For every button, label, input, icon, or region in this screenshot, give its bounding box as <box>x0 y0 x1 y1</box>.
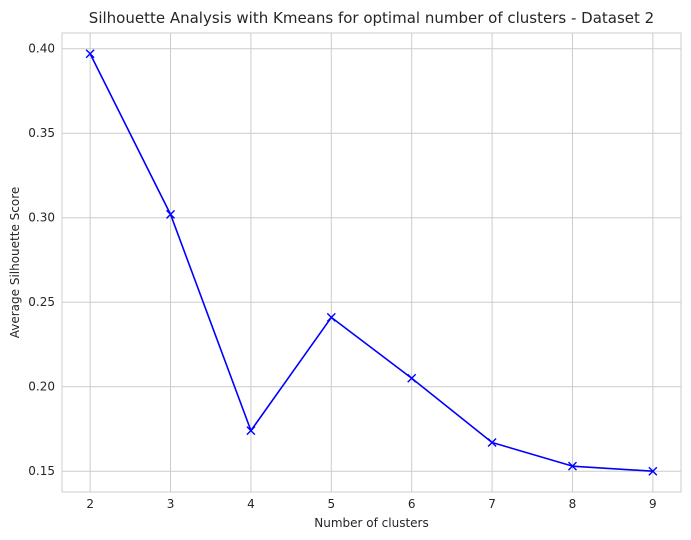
y-tick-label: 0.20 <box>28 380 55 394</box>
y-tick-label: 0.25 <box>28 295 55 309</box>
x-tick-label: 4 <box>247 497 255 511</box>
x-tick-labels: 2 3 4 5 6 7 8 9 <box>86 497 656 511</box>
data-point-marker <box>246 426 256 436</box>
data-point-marker <box>487 437 497 447</box>
x-tick-label: 9 <box>649 497 657 511</box>
x-tick-label: 8 <box>569 497 577 511</box>
data-point-marker <box>166 209 176 219</box>
y-tick-label: 0.40 <box>28 42 55 56</box>
data-point-marker <box>85 49 95 59</box>
y-tick-label: 0.15 <box>28 464 55 478</box>
y-axis-label: Average Silhouette Score <box>8 187 22 339</box>
series-layer <box>85 49 658 476</box>
x-tick-label: 2 <box>86 497 94 511</box>
y-tick-label: 0.35 <box>28 126 55 140</box>
data-point-marker <box>567 461 577 471</box>
grid-lines <box>62 33 681 492</box>
series-line <box>89 53 653 473</box>
y-tick-label: 0.30 <box>28 211 55 225</box>
data-point-marker <box>326 312 336 322</box>
x-tick-label: 3 <box>167 497 175 511</box>
x-tick-label: 7 <box>488 497 496 511</box>
x-tick-label: 6 <box>408 497 416 511</box>
x-tick-label: 5 <box>327 497 335 511</box>
chart-title: Silhouette Analysis with Kmeans for opti… <box>89 9 654 27</box>
y-tick-labels: 0.15 0.20 0.25 0.30 0.35 0.40 <box>28 42 55 478</box>
data-point-marker <box>407 373 417 383</box>
x-axis-label: Number of clusters <box>314 516 428 530</box>
plot-frame <box>61 32 682 493</box>
data-point-marker <box>648 466 658 476</box>
